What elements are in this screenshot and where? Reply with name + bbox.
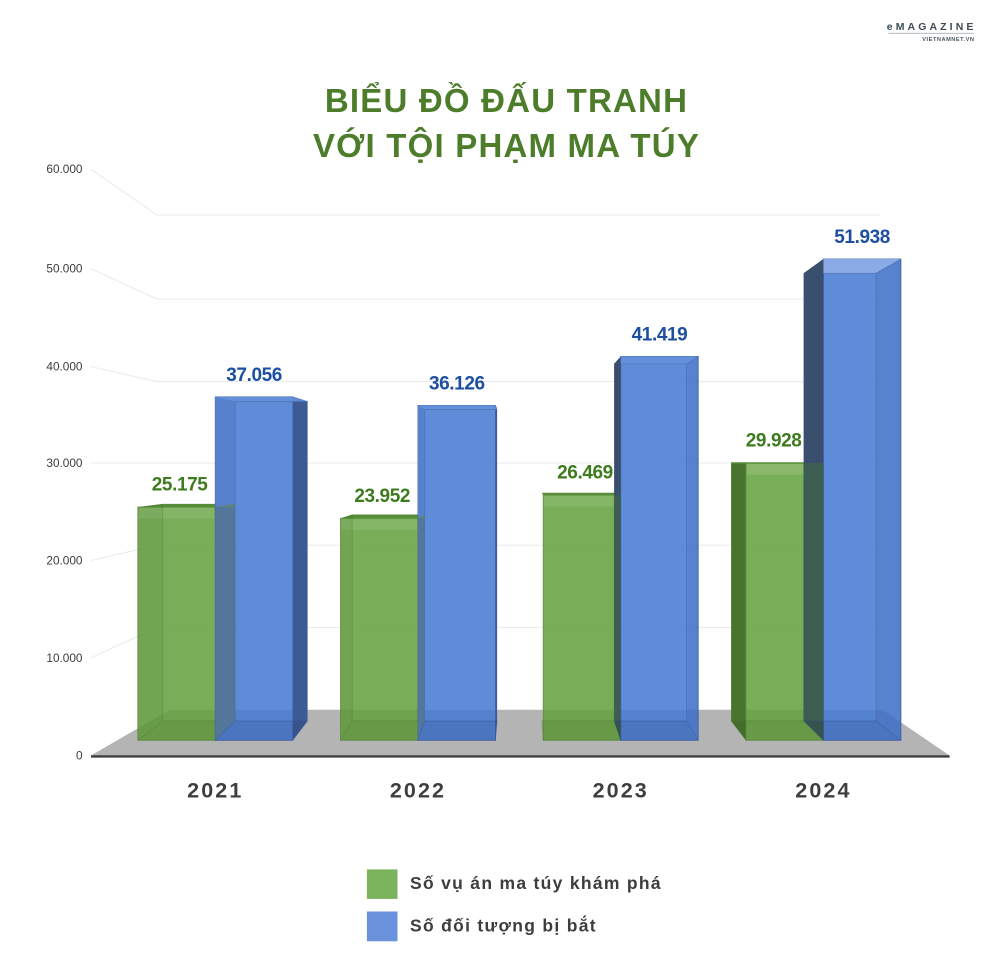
svg-text:VỚI TỘI PHẠM MA TÚY: VỚI TỘI PHẠM MA TÚY <box>313 126 700 164</box>
svg-text:10.000: 10.000 <box>46 651 83 665</box>
svg-text:60.000: 60.000 <box>46 162 83 176</box>
svg-text:BIỂU ĐỒ ĐẤU TRANH: BIỂU ĐỒ ĐẤU TRANH <box>325 82 688 119</box>
svg-text:Số vụ án ma túy khám phá: Số vụ án ma túy khám phá <box>410 873 662 893</box>
svg-text:2024: 2024 <box>795 779 851 803</box>
svg-text:2022: 2022 <box>390 779 446 803</box>
svg-text:20.000: 20.000 <box>46 554 83 568</box>
svg-text:25.175: 25.175 <box>152 475 209 496</box>
svg-text:36.126: 36.126 <box>429 374 485 395</box>
svg-text:41.419: 41.419 <box>632 325 688 346</box>
svg-text:23.952: 23.952 <box>354 486 410 507</box>
svg-text:30.000: 30.000 <box>46 456 83 470</box>
svg-text:0: 0 <box>76 749 83 763</box>
svg-text:26.469: 26.469 <box>557 463 613 484</box>
svg-text:VIETNAMNET.VN: VIETNAMNET.VN <box>922 37 974 43</box>
svg-text:2023: 2023 <box>593 779 649 803</box>
svg-text:37.056: 37.056 <box>226 365 282 386</box>
svg-text:40.000: 40.000 <box>46 360 83 374</box>
svg-text:2021: 2021 <box>187 779 243 803</box>
svg-text:eMAGAZINE: eMAGAZINE <box>887 21 977 33</box>
svg-text:50.000: 50.000 <box>46 262 83 276</box>
svg-text:Số đối tượng bị bắt: Số đối tượng bị bắt <box>410 915 597 936</box>
svg-text:29.928: 29.928 <box>746 431 802 452</box>
svg-text:51.938: 51.938 <box>834 227 890 248</box>
